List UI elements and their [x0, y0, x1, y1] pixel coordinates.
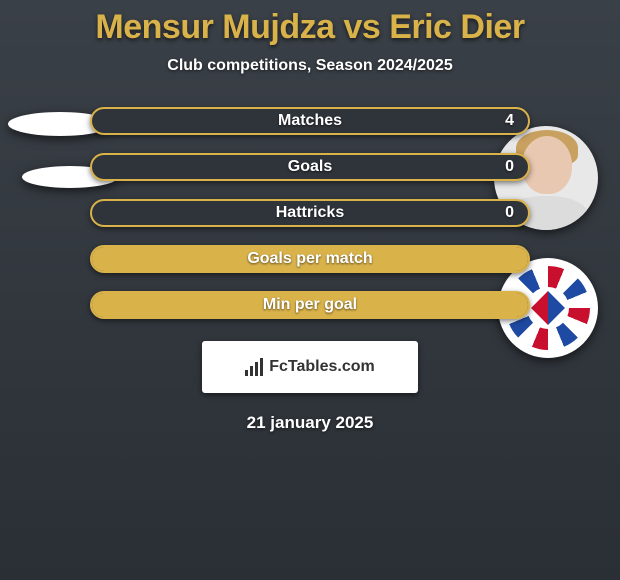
stat-row-matches: Matches 4 — [90, 107, 530, 135]
stat-right-value: 0 — [505, 158, 514, 176]
stat-row-goals: Goals 0 — [90, 153, 530, 181]
stats-list: Matches 4 Goals 0 Hattricks 0 Goals per … — [90, 107, 530, 319]
stat-row-hattricks: Hattricks 0 — [90, 199, 530, 227]
date-label: 21 january 2025 — [0, 413, 620, 433]
page-title: Mensur Mujdza vs Eric Dier — [0, 8, 620, 47]
watermark: FcTables.com — [202, 341, 418, 393]
stat-row-goals-per-match: Goals per match — [90, 245, 530, 273]
stat-right-value: 4 — [505, 112, 514, 130]
stat-label: Goals per match — [247, 250, 372, 268]
stat-label: Min per goal — [263, 296, 357, 314]
bar-chart-icon — [245, 358, 263, 376]
watermark-text: FcTables.com — [269, 358, 375, 376]
stat-label: Matches — [278, 112, 342, 130]
page-subtitle: Club competitions, Season 2024/2025 — [0, 57, 620, 75]
stat-right-value: 0 — [505, 204, 514, 222]
stat-label: Hattricks — [276, 204, 344, 222]
stat-label: Goals — [288, 158, 332, 176]
stat-row-min-per-goal: Min per goal — [90, 291, 530, 319]
